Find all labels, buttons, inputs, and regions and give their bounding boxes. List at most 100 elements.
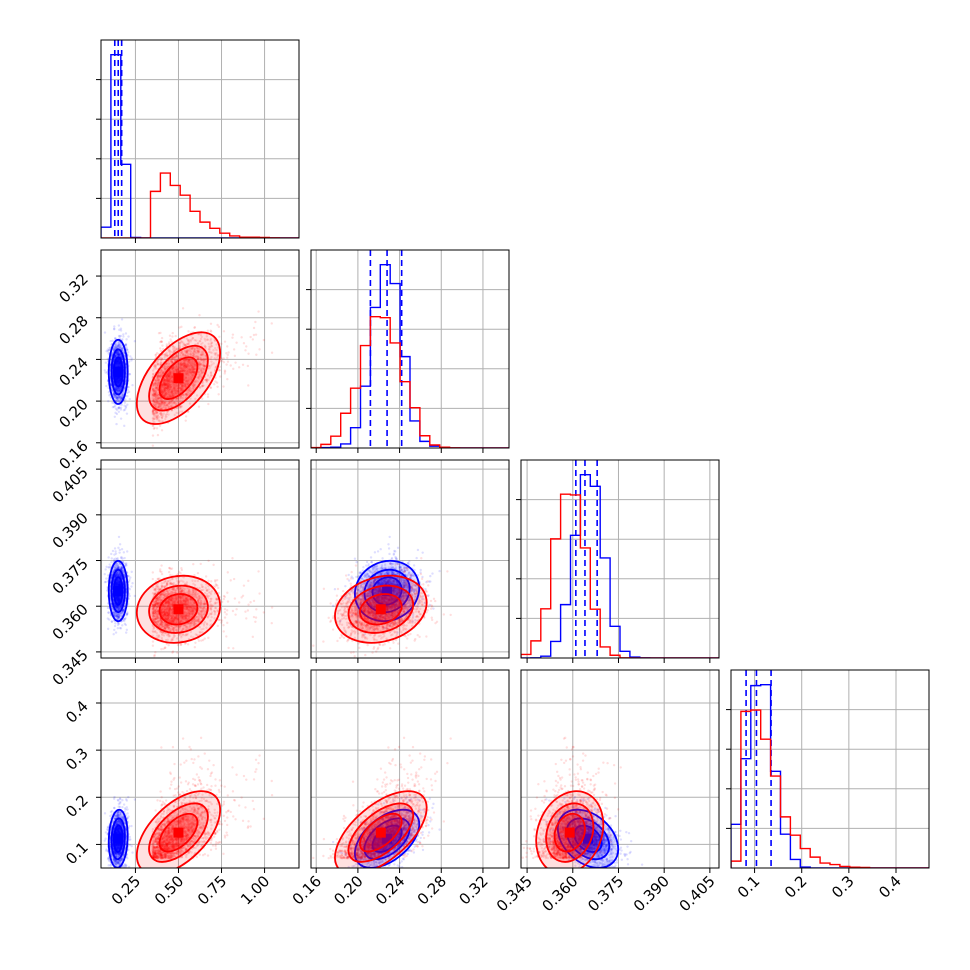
sample-point <box>203 344 206 347</box>
sample-point <box>179 364 182 367</box>
sample-point <box>214 380 217 383</box>
sample-point <box>163 401 167 404</box>
sample-point <box>179 363 182 367</box>
sample-point <box>116 389 119 393</box>
sample-point <box>162 403 165 406</box>
sample-point <box>163 354 166 357</box>
sample-point <box>119 334 123 338</box>
sample-point <box>167 364 170 367</box>
sample-point <box>151 444 155 447</box>
sample-point <box>156 414 159 417</box>
sample-point <box>116 361 120 364</box>
sample-point <box>117 343 120 346</box>
sample-point <box>116 362 120 366</box>
sample-point <box>190 366 194 370</box>
panel-1-1 <box>306 249 510 453</box>
sample-point <box>164 392 167 395</box>
sample-point <box>257 310 260 313</box>
sample-point <box>162 380 165 383</box>
sample-point <box>114 343 117 346</box>
sample-point <box>167 385 171 389</box>
sample-point <box>152 399 155 403</box>
sample-point <box>117 361 121 364</box>
sample-point <box>121 394 124 398</box>
sample-point <box>185 349 188 353</box>
sample-point <box>117 379 120 382</box>
sample-point <box>111 339 114 343</box>
sample-point <box>116 351 119 355</box>
sample-point <box>252 326 256 330</box>
sample-point <box>163 388 167 391</box>
sample-point <box>115 378 118 381</box>
sample-point <box>169 372 172 376</box>
sample-point <box>192 354 195 358</box>
sample-point <box>154 404 157 407</box>
sample-point <box>197 377 201 380</box>
sample-point <box>249 335 252 339</box>
sample-point <box>168 402 171 405</box>
sample-point <box>187 393 190 397</box>
histograms <box>311 250 509 448</box>
sample-point <box>172 370 176 373</box>
sample-point <box>160 369 163 372</box>
sample-point <box>210 341 214 344</box>
sample-point <box>156 383 159 387</box>
sample-point <box>153 417 156 421</box>
sample-point <box>118 379 121 383</box>
sample-point <box>258 348 261 351</box>
sample-point <box>123 404 126 407</box>
sample-point <box>114 354 117 357</box>
sample-point <box>116 352 120 356</box>
sample-point <box>117 361 120 365</box>
sample-point <box>179 371 182 374</box>
sample-point <box>169 395 172 398</box>
sample-point <box>171 383 174 386</box>
sample-point <box>171 385 174 388</box>
sample-point <box>191 385 195 388</box>
sample-point <box>163 387 167 390</box>
sample-point <box>241 363 245 367</box>
sample-point <box>179 404 182 408</box>
sample-point <box>182 342 185 345</box>
sample-point <box>187 361 191 364</box>
sample-point <box>174 368 177 371</box>
sample-point <box>171 345 174 348</box>
sample-point <box>173 401 176 404</box>
sample-point <box>115 396 118 399</box>
sample-point <box>162 404 165 407</box>
sample-point <box>200 371 204 374</box>
sample-point <box>217 393 220 396</box>
sample-point <box>210 330 213 333</box>
sample-point <box>118 390 121 393</box>
sample-point <box>108 394 111 397</box>
sample-point <box>117 379 120 382</box>
sample-point <box>215 381 219 384</box>
sample-point <box>187 376 190 380</box>
sample-point <box>157 374 160 378</box>
sample-point <box>166 375 169 379</box>
sample-point <box>119 417 123 420</box>
sample-point <box>184 351 188 354</box>
sample-point <box>170 340 173 343</box>
sample-point <box>120 394 124 397</box>
sample-point <box>115 387 119 391</box>
sample-point <box>218 335 221 339</box>
sample-point <box>167 341 171 344</box>
sample-point <box>168 383 172 387</box>
sample-point <box>107 566 110 569</box>
sample-point <box>174 334 177 338</box>
sample-point <box>162 400 166 404</box>
sample-point <box>218 369 221 372</box>
sample-point <box>117 386 121 390</box>
sample-point <box>121 393 124 397</box>
sample-point <box>115 397 118 400</box>
sample-point <box>199 356 202 360</box>
sample-point <box>171 393 175 396</box>
sample-point <box>118 353 121 356</box>
sample-point <box>118 399 121 402</box>
sample-point <box>118 346 121 349</box>
sample-point <box>114 386 117 390</box>
sample-point <box>115 353 119 356</box>
sample-point <box>176 397 179 400</box>
sample-point <box>168 352 172 355</box>
